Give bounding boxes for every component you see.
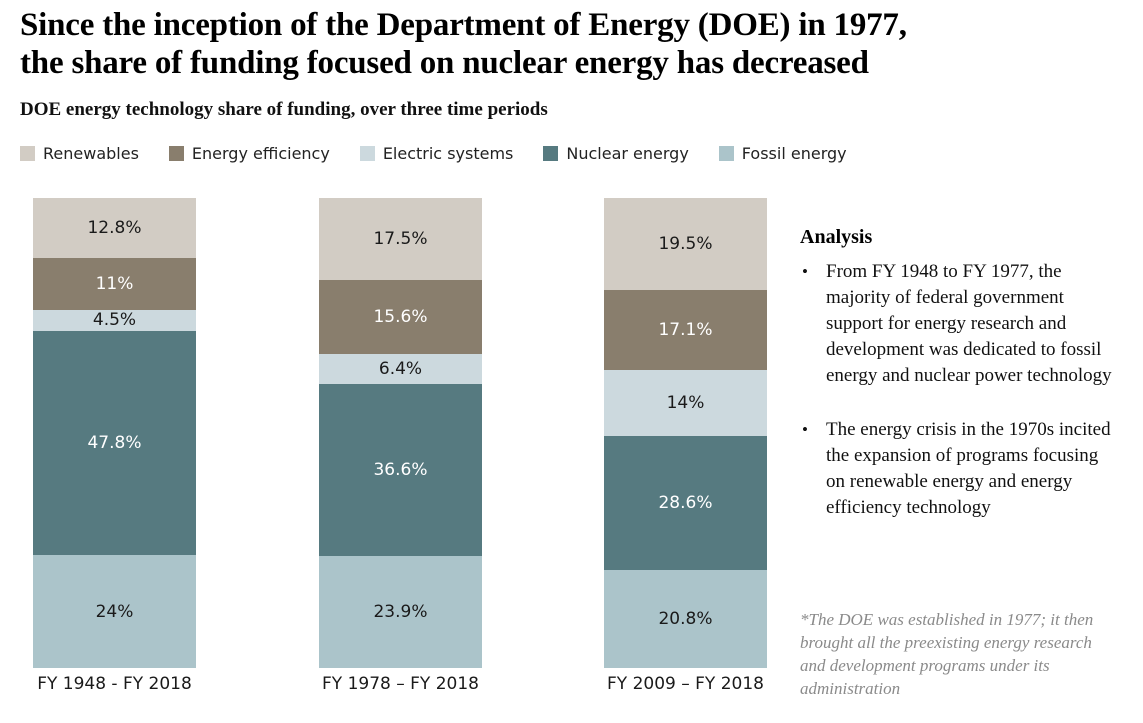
segment-value-label: 12.8% <box>87 218 142 239</box>
segment-value-label: 36.6% <box>373 459 428 480</box>
segment-value-label: 23.9% <box>373 601 428 622</box>
bar-segment-renewables: 19.5% <box>604 198 767 290</box>
segment-value-label: 47.8% <box>87 433 142 454</box>
legend-label: Fossil energy <box>741 144 847 163</box>
segment-value-label: 17.5% <box>373 229 428 250</box>
page-title-line-1: Since the inception of the Department of… <box>20 7 907 43</box>
footnote: *The DOE was established in 1977; it the… <box>800 610 1094 698</box>
legend-swatch-icon <box>20 146 35 161</box>
page-title: Since the inception of the Department of… <box>20 6 1131 82</box>
segment-value-label: 6.4% <box>378 358 423 379</box>
legend-label: Renewables <box>43 144 139 163</box>
bar-segment-renewables: 17.5% <box>319 198 482 281</box>
stacked-bar-1: 12.8% 11% 4.5% 47.8% 24% <box>33 198 196 668</box>
bar-segment-fossil-energy: 23.9% <box>319 555 482 668</box>
legend-item-renewables: Renewables <box>20 144 139 163</box>
bar-segment-energy-efficiency: 17.1% <box>604 289 767 370</box>
segment-value-label: 14% <box>666 392 705 413</box>
bar-segment-electric-systems: 6.4% <box>319 353 482 384</box>
x-axis-category-label: FY 1978 – FY 2018 <box>322 674 479 694</box>
legend-item-energy-efficiency: Energy efficiency <box>168 144 330 163</box>
segment-value-label: 17.1% <box>658 319 713 340</box>
segment-value-label: 11% <box>95 273 134 294</box>
bar-segment-nuclear-energy: 36.6% <box>319 383 482 556</box>
page-title-line-2: the share of funding focused on nuclear … <box>20 45 869 81</box>
analysis-bullet-list: From FY 1948 to FY 1977, the majority of… <box>800 259 1130 521</box>
x-axis-category-label: FY 2009 – FY 2018 <box>607 674 764 694</box>
bar-segment-fossil-energy: 24% <box>33 555 196 668</box>
analysis-heading: Analysis <box>800 226 873 248</box>
legend-label: Energy efficiency <box>191 144 330 163</box>
segment-value-label: 15.6% <box>373 306 428 327</box>
segment-value-label: 4.5% <box>92 310 137 331</box>
legend-swatch-icon <box>359 146 375 161</box>
bar-segment-energy-efficiency: 11% <box>33 258 196 310</box>
legend-swatch-icon <box>718 146 734 161</box>
bar-segment-renewables: 12.8% <box>33 198 196 259</box>
legend-swatch-icon <box>168 146 184 161</box>
bar-segment-fossil-energy: 20.8% <box>604 570 767 668</box>
bar-segment-energy-efficiency: 15.6% <box>319 280 482 354</box>
legend-item-nuclear-energy: Nuclear energy <box>543 144 689 163</box>
legend-swatch-icon <box>543 146 559 161</box>
segment-value-label: 19.5% <box>658 233 713 254</box>
segment-value-label: 20.8% <box>658 609 713 630</box>
legend-label: Nuclear energy <box>566 144 689 163</box>
bar-segment-electric-systems: 14% <box>604 370 767 436</box>
chart-legend: Renewables Energy efficiency Electric syst… <box>20 144 847 163</box>
segment-value-label: 24% <box>95 601 134 622</box>
stacked-bar-2: 17.5% 15.6% 6.4% 36.6% 23.9% <box>319 198 482 668</box>
bar-segment-nuclear-energy: 47.8% <box>33 330 196 556</box>
bar-segment-nuclear-energy: 28.6% <box>604 435 767 571</box>
analysis-bullet: The energy crisis in the 1970s incited t… <box>800 417 1115 521</box>
legend-label: Electric systems <box>382 144 514 163</box>
chart-subtitle: DOE energy technology share of funding, … <box>20 99 548 120</box>
analysis-panel: Analysis From FY 1948 to FY 1977, the ma… <box>800 226 1130 549</box>
x-axis-category-label: FY 1948 - FY 2018 <box>37 674 192 694</box>
legend-item-electric-systems: Electric systems <box>359 144 514 163</box>
analysis-bullet: From FY 1948 to FY 1977, the majority of… <box>800 259 1115 389</box>
stacked-bar-3: 19.5% 17.1% 14% 28.6% 20.8% <box>604 198 767 668</box>
segment-value-label: 28.6% <box>658 493 713 513</box>
legend-item-fossil-energy: Fossil energy <box>718 144 847 163</box>
bar-segment-electric-systems: 4.5% <box>33 309 196 331</box>
